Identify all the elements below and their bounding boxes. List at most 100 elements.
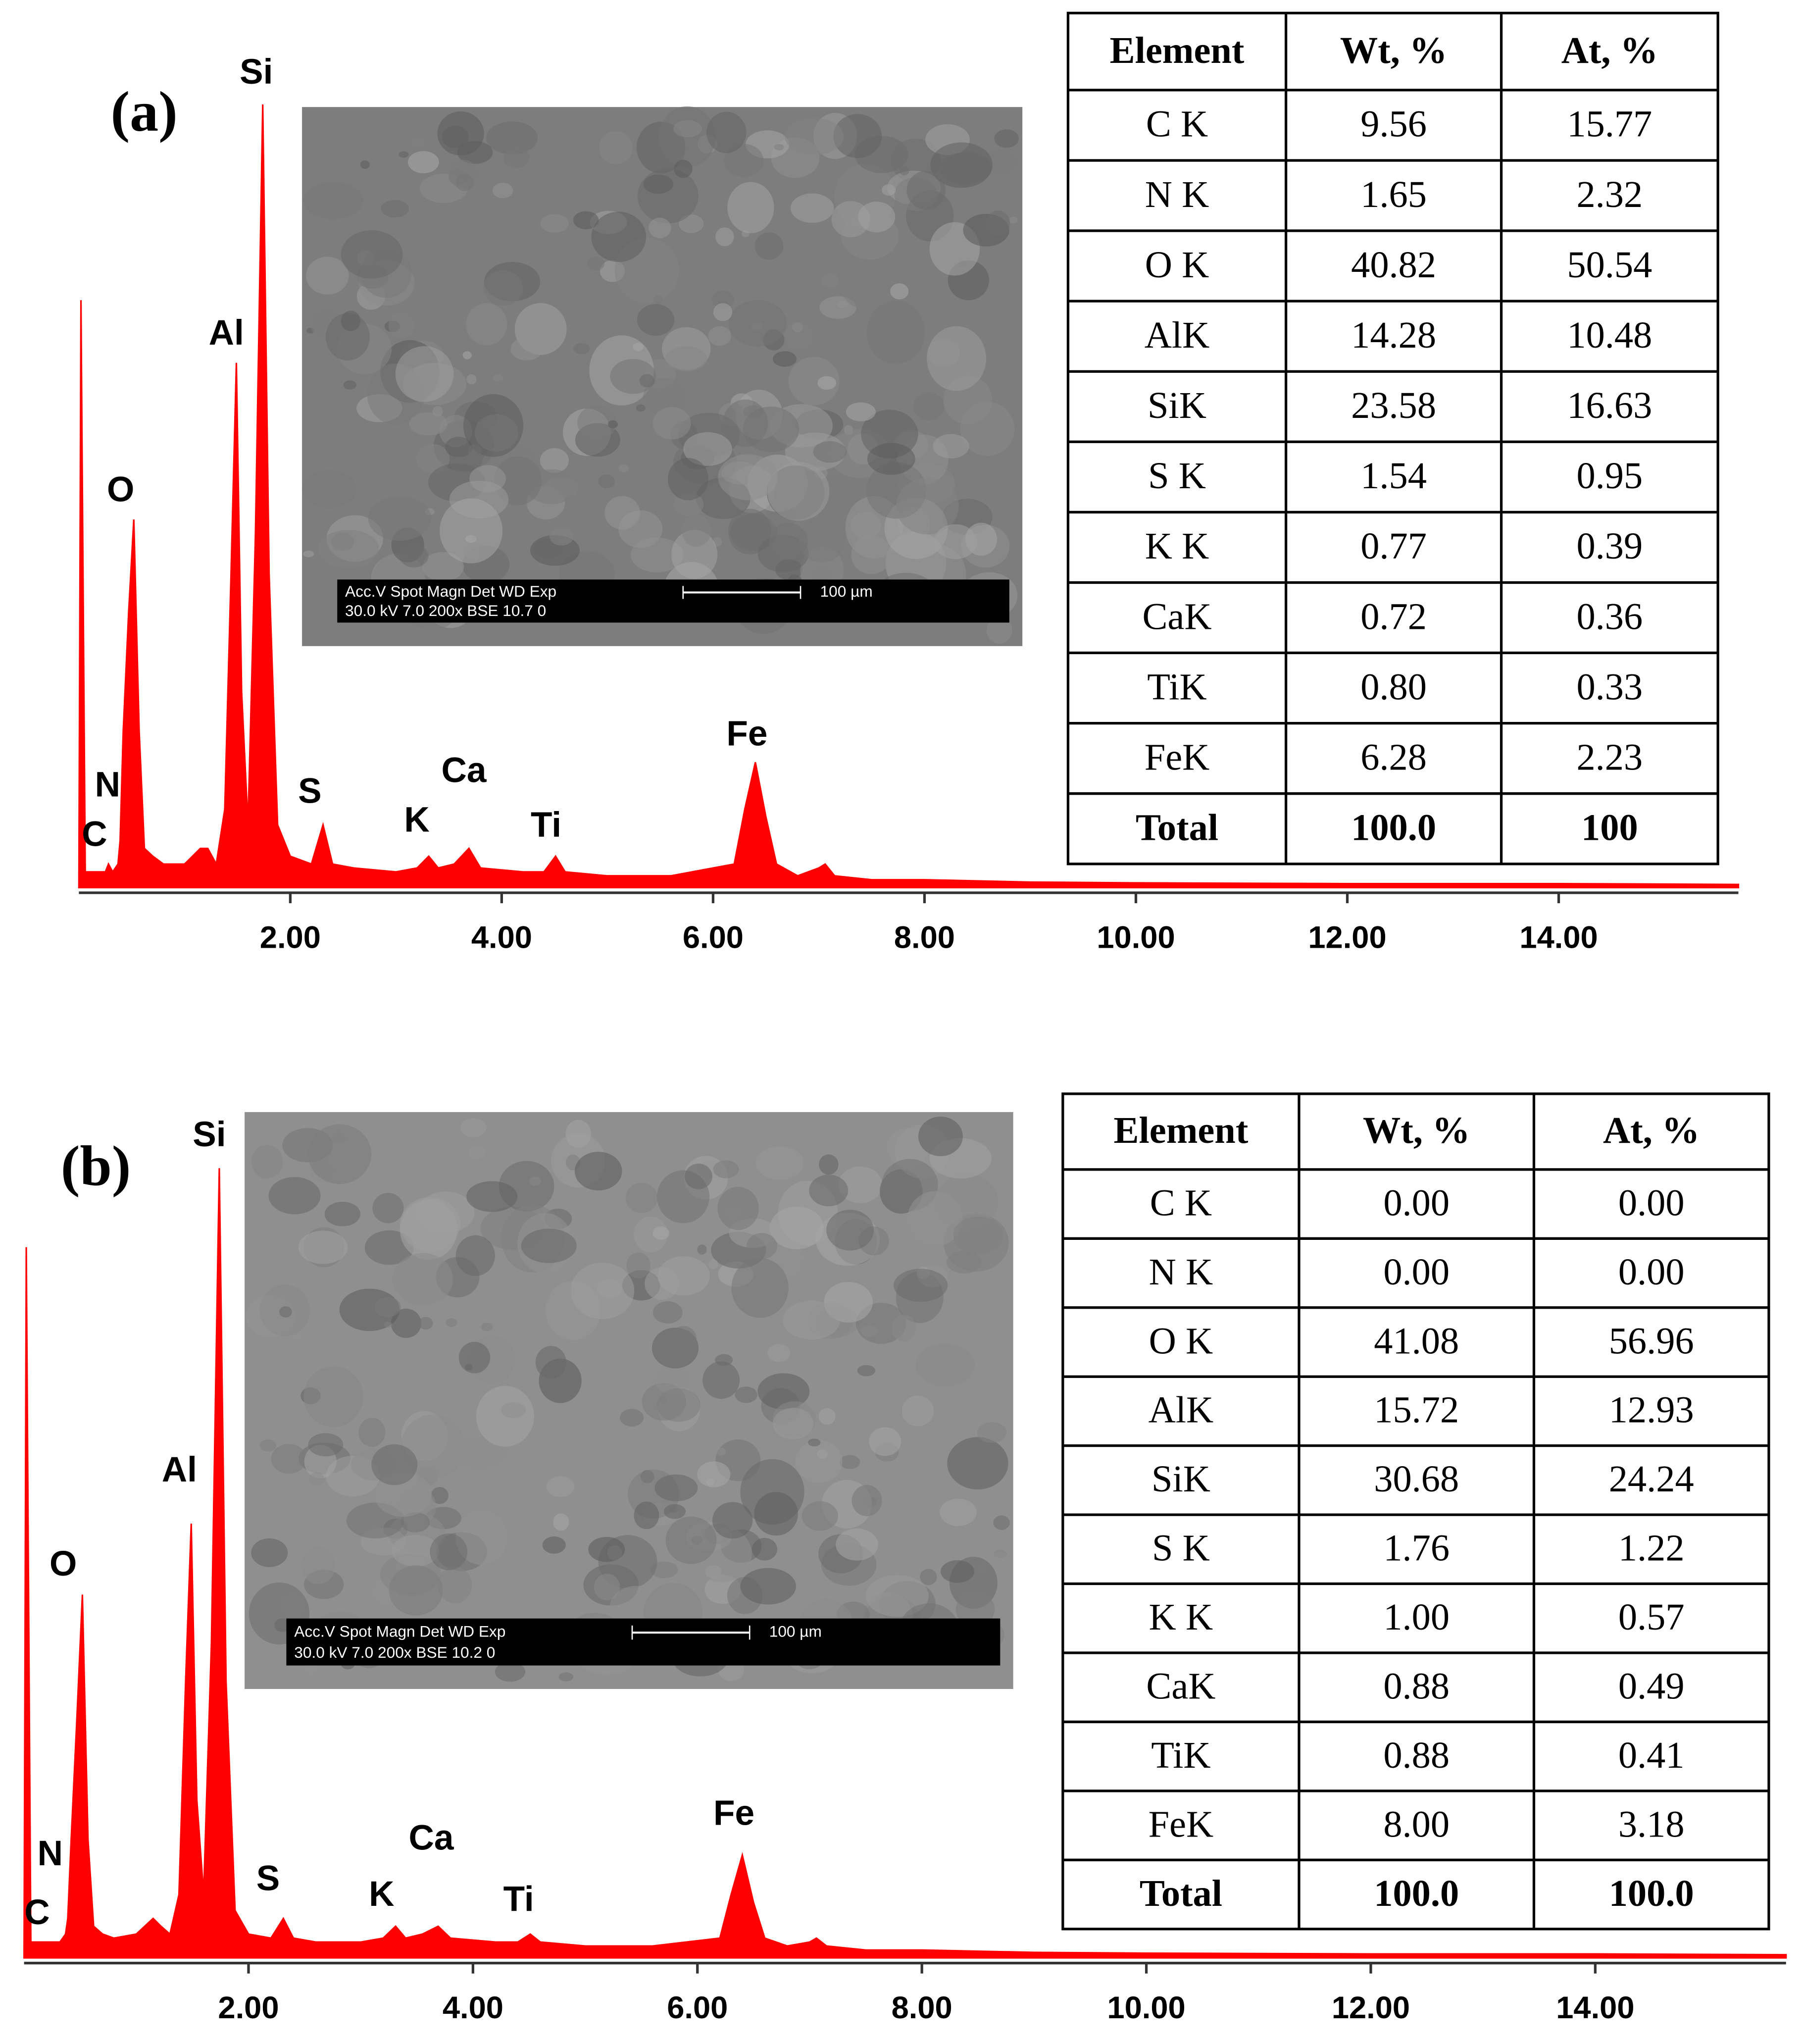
table-cell: 0.00	[1618, 1181, 1685, 1224]
sem-texture	[751, 321, 764, 330]
table-cell: 100.0	[1609, 1872, 1694, 1914]
peak-label: C	[24, 1893, 50, 1932]
sem-texture	[573, 343, 590, 355]
sem-texture	[481, 1323, 493, 1331]
sem-texture	[977, 1422, 1007, 1443]
sem-texture	[416, 444, 450, 474]
table-cell: N K	[1145, 173, 1209, 215]
sem-texture	[851, 1485, 882, 1517]
sem-texture	[618, 464, 629, 473]
table-cell: O K	[1149, 1320, 1213, 1362]
table-cell: 14.28	[1351, 314, 1436, 356]
sem-texture	[783, 1300, 841, 1340]
sem-texture	[445, 437, 473, 458]
sem-texture	[940, 1498, 977, 1526]
sem-texture	[637, 168, 699, 224]
table-cell: 8.00	[1383, 1803, 1450, 1845]
sem-texture	[503, 147, 530, 168]
sem-texture	[946, 1251, 982, 1274]
sem-texture	[546, 1476, 575, 1497]
table-cell: AlK	[1145, 314, 1210, 356]
peak-label: N	[38, 1834, 63, 1873]
sem-texture	[429, 1327, 451, 1348]
sem-texture	[474, 414, 518, 452]
sem-texture	[652, 1301, 683, 1324]
sem-texture	[717, 1186, 759, 1230]
sem-texture	[598, 474, 615, 489]
sem-texture	[727, 182, 774, 233]
sem-texture	[754, 1492, 798, 1536]
table-cell: C K	[1146, 103, 1208, 145]
sem-texture	[634, 1216, 668, 1252]
sem-texture	[865, 1575, 929, 1617]
x-tick-label: 10.00	[1097, 920, 1175, 955]
table-cell: 15.72	[1374, 1389, 1459, 1431]
sem-texture	[446, 1318, 457, 1328]
sem-texture	[718, 454, 778, 501]
sem-texture	[400, 1512, 430, 1533]
sem-texture	[801, 1501, 838, 1531]
sem-texture	[483, 270, 523, 306]
sem-texture	[851, 535, 892, 574]
table-cell: 24.24	[1609, 1458, 1694, 1500]
sem-texture	[418, 1317, 433, 1330]
sem-texture	[652, 407, 691, 440]
sem-texture	[785, 118, 844, 155]
sem-texture	[604, 496, 640, 530]
spectrum-area	[78, 104, 1740, 889]
sem-texture	[667, 458, 709, 501]
sem-texture	[724, 144, 764, 177]
sem-texture	[673, 120, 702, 138]
sem-texture	[1009, 216, 1018, 224]
peak-label: Ca	[409, 1819, 454, 1858]
sem-texture	[633, 343, 644, 352]
sem-texture	[955, 1591, 995, 1627]
sem-texture	[437, 1566, 472, 1604]
sem-texture	[773, 1408, 814, 1439]
sem-texture	[302, 470, 357, 508]
peak-label: C	[82, 815, 107, 854]
table-header: Wt, %	[1340, 29, 1448, 71]
sem-texture	[594, 1574, 620, 1600]
sem-texture	[535, 1346, 567, 1379]
sem-texture	[343, 380, 356, 390]
sem-info-bar	[337, 579, 1009, 623]
table-cell: 0.88	[1383, 1734, 1450, 1776]
table-cell: 9.56	[1360, 103, 1427, 145]
x-tick-label: 2.00	[218, 1991, 279, 2025]
sem-texture	[542, 1536, 566, 1554]
sem-texture	[933, 434, 969, 459]
sem-texture	[303, 550, 314, 558]
table-cell: 1.54	[1360, 455, 1427, 497]
sem-texture	[462, 351, 472, 359]
sem-info-bar	[286, 1618, 1001, 1666]
table-cell: 41.08	[1374, 1320, 1459, 1362]
sem-texture	[890, 283, 909, 300]
x-tick-label: 10.00	[1107, 1991, 1185, 2025]
table-cell: 100.0	[1351, 807, 1436, 849]
sem-texture	[302, 182, 364, 219]
sem-texture	[822, 273, 839, 288]
table-header: At, %	[1561, 29, 1658, 71]
sem-texture	[308, 1433, 344, 1457]
sem-texture	[305, 256, 349, 295]
sem-texture	[817, 376, 837, 390]
sem-texture	[389, 1565, 443, 1616]
sem-texture	[468, 444, 482, 459]
x-tick-label: 14.00	[1519, 920, 1598, 955]
sem-texture	[941, 1560, 975, 1583]
table-cell: 56.96	[1609, 1320, 1694, 1362]
sem-texture	[901, 1395, 934, 1427]
table-cell: 0.41	[1618, 1734, 1685, 1776]
peak-label: O	[50, 1544, 77, 1584]
sem-texture	[712, 1502, 753, 1539]
sem-texture	[381, 200, 409, 218]
sem-texture	[728, 509, 772, 555]
sem-texture	[466, 303, 507, 346]
table-cell: K K	[1145, 525, 1209, 567]
sem-texture	[953, 1216, 1003, 1254]
sem-texture	[492, 374, 503, 382]
peak-label: K	[404, 800, 429, 839]
sem-scale-label: 100 µm	[820, 582, 873, 600]
